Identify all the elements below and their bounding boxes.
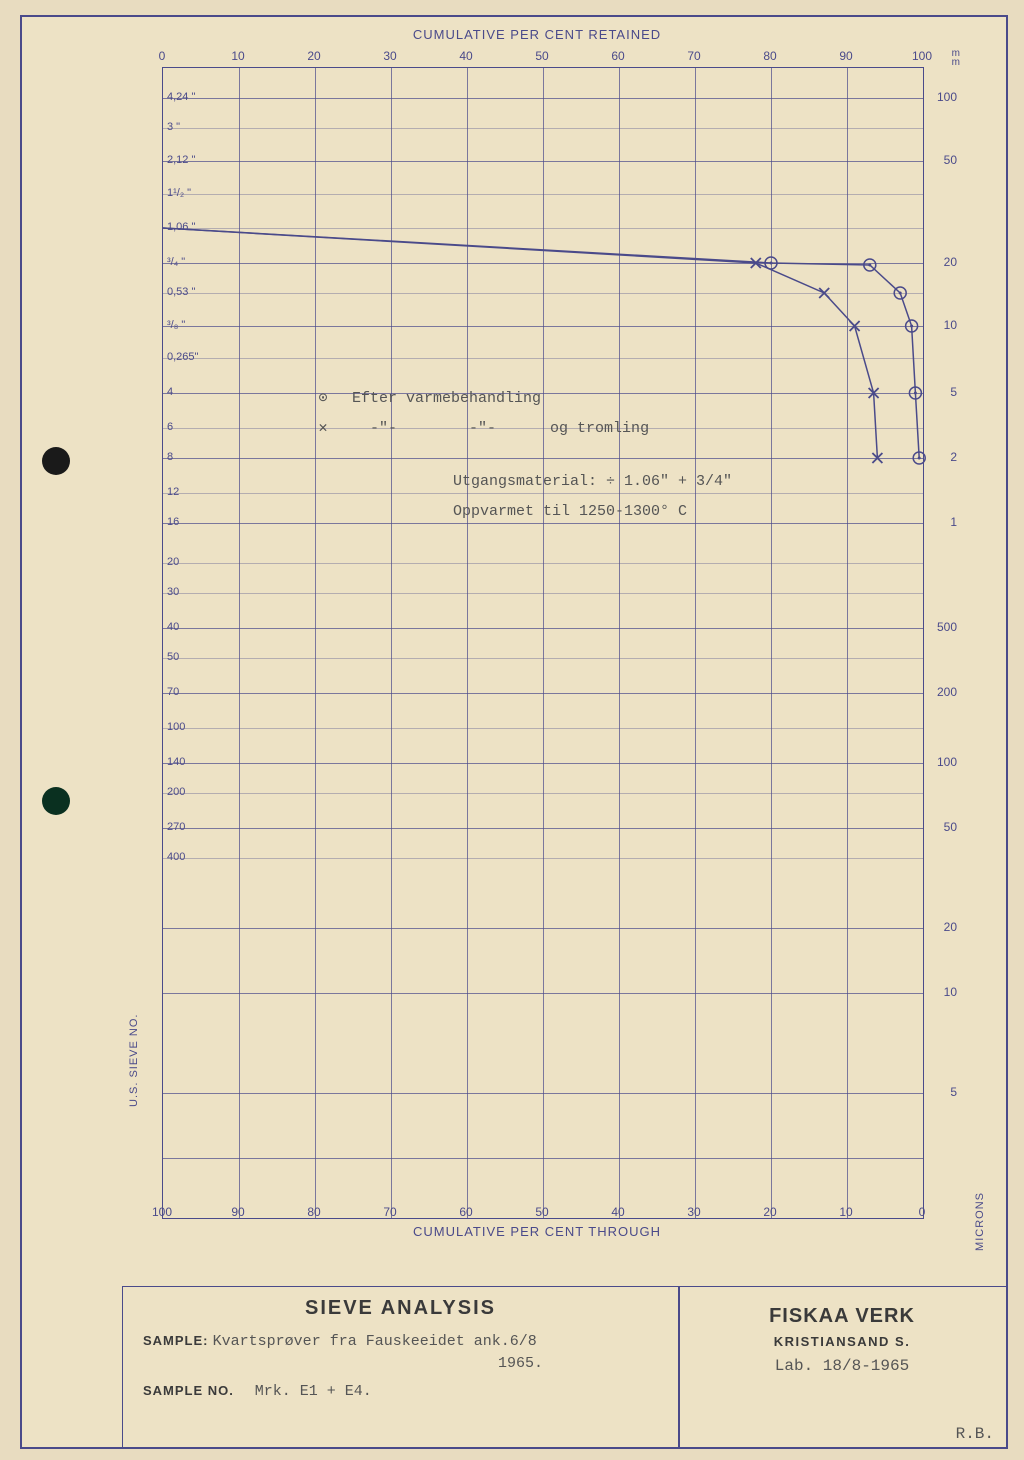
left-axis-label: 1¹/₂ " [167,187,191,199]
bottom-tick-label: 10 [839,1205,852,1219]
sample-label: SAMPLE: [143,1333,209,1348]
sample-no-label: SAMPLE NO. [143,1383,234,1398]
right-axis-label: 10 [944,985,957,999]
sample-line: SAMPLE: Kvartsprøver fra Fauskeeidet ank… [143,1332,658,1350]
left-axis-label: 400 [167,851,185,863]
right-axis-label: 1 [950,515,957,529]
top-tick-label: 80 [763,49,776,63]
data-curves [163,68,923,1218]
company-name: FISKAA VERK [698,1305,986,1328]
page-frame: CUMULATIVE PER CENT RETAINED CUMULATIVE … [20,15,1008,1449]
left-axis-label: 4,24 " [167,91,195,103]
bottom-tick-label: 70 [383,1205,396,1219]
sample-no-value: Mrk. E1 + E4. [255,1383,372,1400]
bottom-tick-label: 30 [687,1205,700,1219]
right-axis-label: 50 [944,153,957,167]
left-axis-label: 140 [167,756,185,768]
footer-right: FISKAA VERK KRISTIANSAND S. Lab. 18/8-19… [678,1287,1006,1393]
top-tick-label: 90 [839,49,852,63]
left-axis-label: 12 [167,486,179,498]
right-axis-label: 50 [944,820,957,834]
left-axis-label: ³/₈ " [167,319,185,331]
initials: R.B. [956,1425,994,1443]
circle-marker-icon: ⊙ [313,388,333,407]
right-axis-label: 10 [944,318,957,332]
left-axis-label: 40 [167,621,179,633]
left-axis-label: 8 [167,451,173,463]
footer-left: SIEVE ANALYSIS SAMPLE: Kvartsprøver fra … [123,1287,678,1416]
x-marker-icon: ✕ [313,418,333,437]
note-line-1: Utgangsmaterial: ÷ 1.06" + 3/4" [453,473,732,490]
left-axis-label: 50 [167,651,179,663]
top-tick-label: 0 [159,49,166,63]
right-axis-label: 100 [937,755,957,769]
right-axis-label: 20 [944,255,957,269]
bottom-tick-label: 40 [611,1205,624,1219]
legend-row-2: ✕ -"- -"- og tromling [313,418,649,437]
hole-punch [42,787,70,815]
city-name: KRISTIANSAND S. [698,1334,986,1349]
top-tick-label: 20 [307,49,320,63]
lab-date: Lab. 18/8-1965 [698,1357,986,1375]
axis-title-right: MICRONS [974,1192,986,1251]
bottom-tick-label: 60 [459,1205,472,1219]
bottom-tick-label: 0 [919,1205,926,1219]
axis-title-left: U.S. SIEVE NO. [128,1014,140,1107]
right-axis-label: 5 [950,385,957,399]
bottom-tick-label: 80 [307,1205,320,1219]
left-axis-label: 1,06 " [167,221,195,233]
left-axis-label: 2,12 " [167,154,195,166]
left-axis-label: 70 [167,686,179,698]
right-axis-label: 500 [937,620,957,634]
sample-value: Kvartsprøver fra Fauskeeidet ank.6/8 [213,1333,537,1350]
left-axis-label: 100 [167,721,185,733]
right-axis-label: 2 [950,450,957,464]
axis-title-bottom: CUMULATIVE PER CENT THROUGH [102,1224,972,1239]
top-tick-label: 40 [459,49,472,63]
right-axis-label: 200 [937,685,957,699]
chart-area: CUMULATIVE PER CENT RETAINED CUMULATIVE … [102,27,972,1267]
legend-text-1: Efter varmebehandling [352,390,541,407]
top-tick-label: 60 [611,49,624,63]
bottom-tick-label: 20 [763,1205,776,1219]
left-axis-label: ³/₄ " [167,256,185,268]
bottom-tick-label: 90 [231,1205,244,1219]
left-axis-label: 20 [167,556,179,568]
sieve-analysis-title: SIEVE ANALYSIS [143,1297,658,1320]
right-axis-label: 100 [937,90,957,104]
left-axis-label: 4 [167,386,173,398]
mm-unit-label: mm [952,49,960,67]
top-tick-label: 30 [383,49,396,63]
top-tick-label: 70 [687,49,700,63]
plot-area: ⊙ Efter varmebehandling ✕ -"- -"- og tro… [162,67,924,1219]
note-line-2: Oppvarmet til 1250-1300° C [453,503,687,520]
footer-box: SIEVE ANALYSIS SAMPLE: Kvartsprøver fra … [122,1286,1006,1447]
bottom-tick-label: 50 [535,1205,548,1219]
left-axis-label: 30 [167,586,179,598]
right-axis-label: 20 [944,920,957,934]
axis-title-top: CUMULATIVE PER CENT RETAINED [102,27,972,42]
left-axis-label: 16 [167,516,179,528]
top-tick-label: 10 [231,49,244,63]
legend-text-2: -"- -"- og tromling [352,420,649,437]
sample-year: 1965. [143,1354,658,1372]
top-tick-label: 50 [535,49,548,63]
hole-punch [42,447,70,475]
left-axis-label: 270 [167,821,185,833]
right-axis-label: 5 [950,1085,957,1099]
left-axis-label: 3 " [167,121,180,133]
legend-row-1: ⊙ Efter varmebehandling [313,388,541,407]
top-tick-label: 100 [912,49,932,63]
left-axis-label: 0,53 " [167,286,195,298]
left-axis-label: 6 [167,421,173,433]
left-axis-label: 200 [167,786,185,798]
sample-no-line: SAMPLE NO. Mrk. E1 + E4. [143,1382,658,1400]
bottom-tick-label: 100 [152,1205,172,1219]
left-axis-label: 0,265" [167,351,198,363]
